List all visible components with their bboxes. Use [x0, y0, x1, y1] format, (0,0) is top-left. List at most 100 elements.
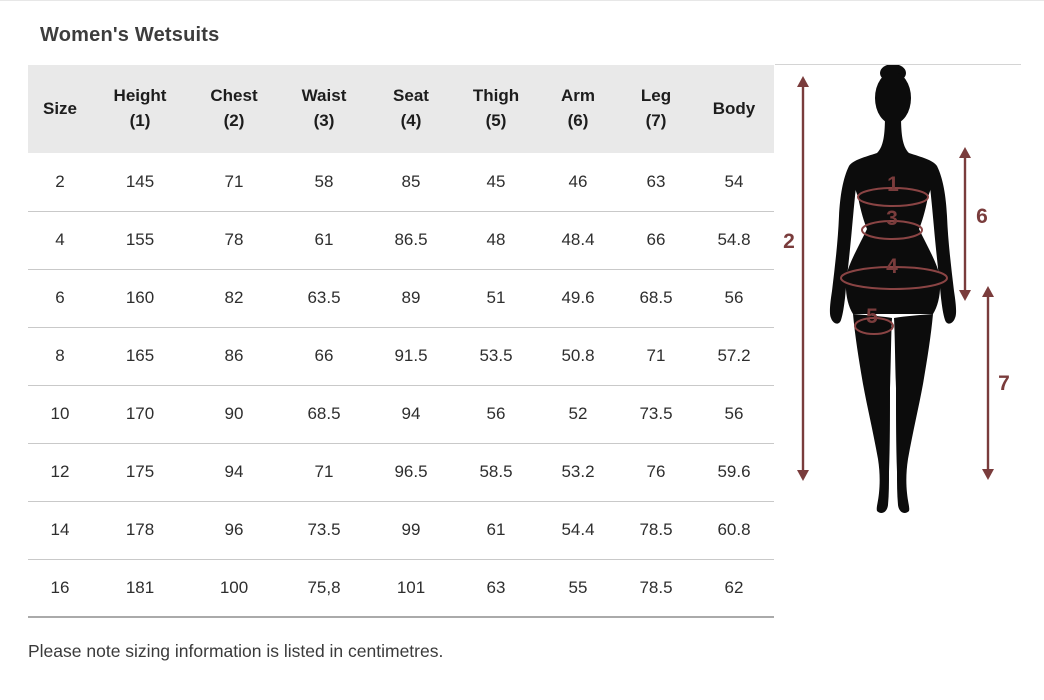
column-header-body: Body: [694, 65, 774, 153]
table-cell: 8: [28, 327, 92, 386]
column-header-seat: Seat (4): [368, 65, 454, 153]
column-header-leg: Leg (7): [618, 65, 694, 153]
table-cell: 51: [454, 269, 538, 328]
table-cell: 62: [694, 559, 774, 618]
table-body: 2 145 71 58 85 45 46 63 54 4 155 78 61 86.5 48 48.4 66 54…: [28, 153, 774, 618]
table-cell: 48.4: [538, 211, 618, 270]
table-cell: 54.4: [538, 501, 618, 560]
table-cell: 6: [28, 269, 92, 328]
table-cell: 100: [188, 559, 280, 618]
column-header-chest: Chest (2): [188, 65, 280, 153]
table-cell: 78.5: [618, 501, 694, 560]
table-cell: 53.2: [538, 443, 618, 502]
table-cell: 46: [538, 153, 618, 212]
table-cell: 16: [28, 559, 92, 618]
leg-label: 7: [998, 372, 1010, 395]
table-cell: 56: [694, 269, 774, 328]
table-cell: 45: [454, 153, 538, 212]
table-cell: 160: [92, 269, 188, 328]
table-cell: 145: [92, 153, 188, 212]
table-cell: 90: [188, 385, 280, 444]
size-table: Size Height (1) Chest (2) Waist (3) Seat (4) Thig…: [28, 65, 774, 618]
woman-silhouette-icon: [829, 65, 957, 513]
thigh-label: 5: [866, 305, 878, 328]
column-header-arm: Arm (6): [538, 65, 618, 153]
table-cell: 86: [188, 327, 280, 386]
header-row: Size Height (1) Chest (2) Waist (3) Seat (4) Thig…: [28, 65, 774, 153]
page-title: Women's Wetsuits: [40, 24, 220, 46]
table-cell: 52: [538, 385, 618, 444]
table-row: 4 155 78 61 86.5 48 48.4 66 54.8: [28, 211, 774, 270]
table-cell: 71: [280, 443, 368, 502]
table-cell: 58.5: [454, 443, 538, 502]
table-cell: 14: [28, 501, 92, 560]
table-header-row: Size Height (1) Chest (2) Waist (3) Seat (4) Thig…: [28, 65, 774, 153]
table-cell: 71: [188, 153, 280, 212]
table-cell: 76: [618, 443, 694, 502]
table-cell: 54: [694, 153, 774, 212]
table-cell: 56: [694, 385, 774, 444]
table-cell: 66: [280, 327, 368, 386]
table-cell: 53.5: [454, 327, 538, 386]
table-row: 10 170 90 68.5 94 56 52 73.5 56: [28, 385, 774, 444]
table-cell: 73.5: [280, 501, 368, 560]
table-cell: 66: [618, 211, 694, 270]
table-row: 14 178 96 73.5 99 61 54.4 78.5 60.8: [28, 501, 774, 560]
arm-label: 6: [976, 205, 988, 228]
table-cell: 63: [618, 153, 694, 212]
table-cell: 71: [618, 327, 694, 386]
table-cell: 96: [188, 501, 280, 560]
table-cell: 12: [28, 443, 92, 502]
thigh-loop: [854, 317, 894, 335]
table-row: 2 145 71 58 85 45 46 63 54: [28, 153, 774, 212]
arrowheads: [797, 76, 994, 481]
table-cell: 99: [368, 501, 454, 560]
table-cell: 94: [368, 385, 454, 444]
table-cell: 178: [92, 501, 188, 560]
chest-loop: [857, 187, 929, 207]
table-cell: 68.5: [280, 385, 368, 444]
chest-label: 1: [887, 173, 899, 196]
table-cell: 50.8: [538, 327, 618, 386]
circumference-loops: [840, 187, 948, 335]
table-row: 6 160 82 63.5 89 51 49.6 68.5 56: [28, 269, 774, 328]
column-header-thigh: Thigh (5): [454, 65, 538, 153]
table-cell: 91.5: [368, 327, 454, 386]
table-row: 8 165 86 66 91.5 53.5 50.8 71 57.2: [28, 327, 774, 386]
table-cell: 73.5: [618, 385, 694, 444]
seat-label: 4: [886, 255, 898, 278]
table-cell: 58: [280, 153, 368, 212]
table-cell: 78.5: [618, 559, 694, 618]
table-cell: 96.5: [368, 443, 454, 502]
sizing-footnote: Please note sizing information is listed…: [28, 641, 444, 661]
body-measurement-figure: 1 2 3 4 5 6 7: [783, 65, 1010, 513]
table-cell: 175: [92, 443, 188, 502]
table-cell: 75,8: [280, 559, 368, 618]
measurement-diagram-panel: 1 2 3 4 5 6 7: [775, 64, 1021, 516]
table-cell: 165: [92, 327, 188, 386]
table-cell: 61: [280, 211, 368, 270]
table-cell: 59.6: [694, 443, 774, 502]
table-cell: 82: [188, 269, 280, 328]
table-cell: 49.6: [538, 269, 618, 328]
measurement-arrows: [801, 85, 990, 472]
column-header-size: Size: [28, 65, 92, 153]
waist-loop: [861, 220, 923, 240]
table-cell: 85: [368, 153, 454, 212]
column-header-waist: Waist (3): [280, 65, 368, 153]
table-cell: 94: [188, 443, 280, 502]
table-cell: 170: [92, 385, 188, 444]
table-cell: 155: [92, 211, 188, 270]
table-cell: 56: [454, 385, 538, 444]
table-cell: 78: [188, 211, 280, 270]
table-cell: 10: [28, 385, 92, 444]
table-cell: 2: [28, 153, 92, 212]
table-cell: 61: [454, 501, 538, 560]
table-cell: 68.5: [618, 269, 694, 328]
top-divider: [0, 0, 1044, 1]
table-cell: 60.8: [694, 501, 774, 560]
table-row: 12 175 94 71 96.5 58.5 53.2 76 59.6: [28, 443, 774, 502]
table-cell: 89: [368, 269, 454, 328]
table-cell: 63.5: [280, 269, 368, 328]
